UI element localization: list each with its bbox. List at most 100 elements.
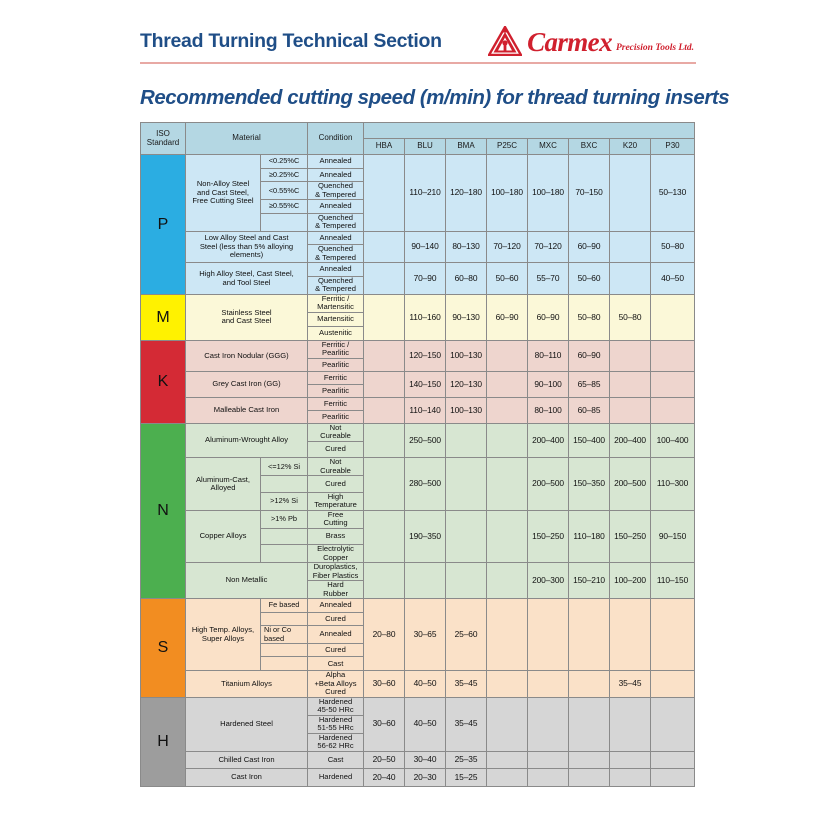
speed-cell-bxc: 110–180: [568, 509, 611, 564]
condition-cell: Annealed: [307, 262, 365, 277]
material-name-line2: and Cast Steel,: [197, 187, 249, 197]
material-name-line1: Titanium Alloys: [221, 678, 272, 688]
condition-cell: Cast: [307, 750, 365, 770]
speed-cell-mxc: [527, 670, 570, 698]
condition-line1: Ferritic /: [321, 293, 350, 303]
material-name-line2: and Cast Steel: [221, 316, 272, 326]
speed-cell-bxc: [568, 598, 611, 672]
speed-cell-p30: [650, 370, 696, 398]
condition-cell: Annealed: [307, 199, 365, 214]
material-name-line1: Copper Alloys: [199, 531, 247, 541]
speed-cell-bxc: [568, 768, 611, 787]
speed-cell-bma: 15–25: [445, 768, 488, 787]
condition-cell: Quenched & Tempered: [307, 212, 365, 232]
material-sub-cell: [259, 611, 309, 627]
table-row: Cast Iron Hardened 20–40 20–30 15–25: [141, 768, 696, 787]
material-sub-line1: Ni or Co: [264, 625, 292, 635]
material-name-cell: High Temp. Alloys, Super Alloys: [185, 598, 261, 672]
material-sub-cell: ≥0.55%C: [259, 199, 309, 214]
material-sub-cell: >1% Pb: [259, 509, 309, 529]
speed-cell-k20: 200–400: [609, 422, 652, 459]
condition-line2: Martensitic: [317, 302, 354, 312]
condition-line1: Hardened: [318, 772, 353, 782]
speed-cell-p30: [650, 768, 696, 787]
speed-cell-bma: 120–180: [445, 154, 488, 232]
cutting-speed-table: ISO Standard Material Condition HBA BLU …: [140, 122, 696, 787]
condition-line2: Copper: [323, 552, 348, 562]
speed-cell-blu: 30–40: [404, 750, 447, 770]
iso-group-p: P: [140, 154, 186, 295]
table-row: Pearlitic: [141, 357, 695, 372]
condition-line1: Hardened: [318, 696, 353, 706]
table-row: Brass: [141, 527, 695, 546]
condition-cell: Pearlitic: [307, 409, 365, 424]
material-sub-line1: <=12% Si: [267, 461, 301, 471]
condition-cell: Martensitic: [307, 311, 365, 327]
condition-cell: Cast: [307, 656, 365, 672]
condition-line1: High: [327, 491, 344, 501]
table-row: Grey Cast Iron (GG) Ferritic 140–150 120–13…: [141, 370, 696, 398]
speed-cell-p30: [650, 750, 696, 770]
table-row: Hardened 56-62 HRc: [141, 732, 695, 752]
speed-cell-p25c: 100–180: [486, 154, 529, 232]
speed-cell-k20: [609, 396, 652, 424]
speed-cell-p25c: [486, 509, 529, 564]
speed-cell-bma: 80–130: [445, 230, 488, 264]
speed-cell-p25c: 60–90: [486, 293, 529, 341]
material-name-line1: Grey Cast Iron (GG): [212, 379, 281, 389]
speed-cell-mxc: 150–250: [527, 509, 570, 564]
speed-cell-bxc: [568, 670, 611, 698]
speed-cell-p30: 100–400: [650, 422, 696, 459]
material-name-cell: Chilled Cast Iron: [184, 750, 309, 770]
speed-cell-bma: [445, 422, 488, 459]
condition-line1: Martensitic: [317, 314, 354, 324]
table-row: Ni or Co based Annealed: [141, 625, 695, 644]
material-name-cell: Stainless Steel and Cast Steel: [184, 293, 309, 341]
speed-cell-hba: [363, 422, 406, 459]
col-header-grade-hba: HBA: [363, 138, 406, 155]
condition-cell: Cured: [307, 642, 365, 658]
speed-cell-p25c: 50–60: [486, 262, 529, 295]
speed-cell-hba: [363, 339, 406, 372]
speed-cell-k20: 50–80: [609, 293, 652, 341]
speed-cell-blu: 30–65: [404, 598, 447, 672]
brand-name: Carmex: [527, 27, 613, 57]
material-sub-line1: <0.55%C: [268, 185, 300, 195]
condition-line1: Annealed: [319, 264, 352, 274]
table-row: Chilled Cast Iron Cast 20–50 30–40 25–35: [141, 750, 696, 770]
table-row: K Cast Iron Nodular (GGG) Ferritic / Pearli…: [140, 339, 696, 424]
speed-cell-p25c: [486, 370, 529, 398]
table-row: H Hardened Steel Hardened 45-50 HRc 30–60 40–…: [140, 696, 696, 787]
material-sub-cell: <=12% Si: [259, 457, 309, 477]
material-sub-cell: [259, 544, 309, 564]
condition-cell: Not Cureable: [307, 457, 365, 477]
condition-cell: Quenched & Tempered: [307, 181, 365, 201]
speed-cell-bma: 35–45: [445, 670, 488, 698]
material-sub-line1: ≥0.55%C: [268, 201, 300, 211]
material-name-cell: Low Alloy Steel and Cast Steel (less than…: [184, 230, 309, 264]
table-row: Cast: [141, 656, 695, 672]
speed-cell-blu: 110–140: [404, 396, 447, 424]
speed-cell-hba: 30–60: [363, 670, 406, 698]
speed-cell-bxc: 150–350: [568, 457, 611, 511]
speed-cell-p30: [650, 598, 696, 672]
col-header-grade-bma: BMA: [445, 138, 488, 155]
condition-line2: Cureable: [320, 431, 351, 441]
table-row: Low Alloy Steel and Cast Steel (less than…: [141, 230, 696, 264]
page-title: Thread Turning Technical Section: [140, 29, 442, 52]
table-row: Cured: [141, 475, 695, 493]
condition-line1: Electrolytic: [317, 544, 354, 554]
col-header-condition: Condition: [307, 122, 365, 155]
section-title: Recommended cutting speed (m/min) for th…: [140, 86, 730, 109]
condition-cell: Not Cureable: [307, 422, 365, 442]
condition-line2: & Tempered: [315, 252, 356, 262]
speed-cell-k20: [609, 154, 652, 232]
iso-group-k: K: [140, 339, 186, 424]
speed-cell-k20: [609, 230, 652, 264]
speed-cell-mxc: 200–500: [527, 457, 570, 511]
condition-cell: Electrolytic Copper: [307, 544, 365, 564]
speed-cell-p30: [650, 293, 696, 341]
speed-cell-p30: [650, 396, 696, 424]
condition-cell: Cured: [307, 611, 365, 627]
